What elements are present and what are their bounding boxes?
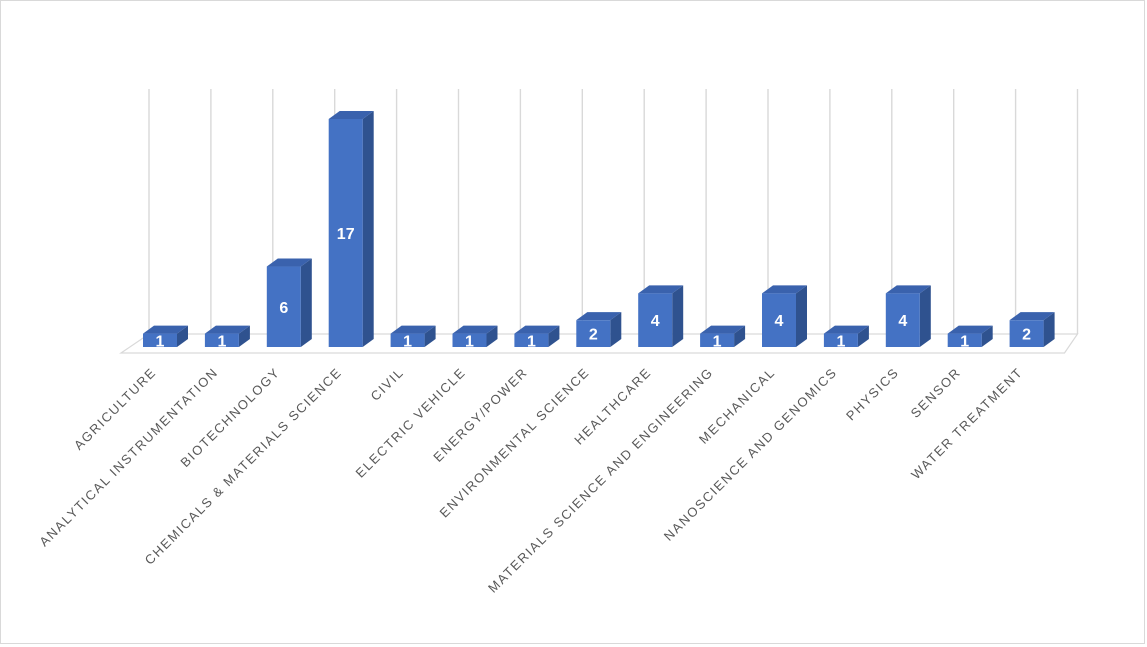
bar-side [362,111,374,347]
bar-top [885,285,931,294]
bar-front [390,333,425,347]
bar-front [638,293,673,347]
bar-front [762,293,796,347]
data-label: 1 [836,333,845,350]
bar-top [576,312,622,321]
bar: 17 [328,111,374,347]
category-label: PHYSICS [843,365,902,424]
bar-side [796,285,807,347]
bar: 1 [452,325,498,350]
data-label: 1 [156,333,165,350]
bar-top [204,325,250,334]
bar: 1 [700,325,746,350]
bar-top [700,325,746,334]
bar-top [390,325,436,334]
bar-top [762,285,807,294]
bar-front [823,333,858,347]
bar-side [672,285,684,347]
bar-front [947,333,982,347]
bar-top [514,325,560,334]
data-label: 2 [1022,327,1031,344]
data-label: 1 [713,333,722,350]
bar-front [885,293,920,347]
data-label: 4 [651,313,660,330]
bar: 6 [266,258,312,347]
bar-top [947,325,993,334]
category-label: MATERIALS SCIENCE AND ENGINEERING [485,365,716,596]
floor-plane [119,333,1079,354]
bar-front [204,333,239,347]
bar-front [452,333,487,347]
bar-top [823,325,869,334]
bar-top [638,285,684,294]
bar: 2 [576,312,622,347]
bar-side [981,325,993,347]
bar: 1 [947,325,993,350]
chart-floor [119,333,1079,354]
data-label: 17 [337,226,355,243]
bar: 4 [762,285,807,347]
bar-front [576,320,611,347]
bar-side [919,285,931,347]
data-label: 4 [898,313,907,330]
bar: 1 [390,325,436,350]
bar-top [1009,312,1055,321]
data-label: 1 [403,333,412,350]
bar: 1 [514,325,560,350]
bar-top [328,111,374,119]
bar-front [266,266,301,347]
bar-side [857,325,869,347]
data-label: 6 [279,300,288,317]
bar: 4 [638,285,684,347]
category-label: SENSOR [908,365,964,421]
bar-top [266,258,312,267]
bar-top [143,325,188,334]
data-label: 1 [217,333,226,350]
category-label: ELECTRIC VEHICLE [353,365,469,481]
bar-front [328,119,363,347]
bar-front [143,333,177,347]
bar-side [177,325,188,347]
bar: 1 [204,325,250,350]
bar: 1 [823,325,869,350]
bar: 4 [885,285,931,347]
bar: 1 [143,325,188,350]
bar-side [734,325,746,347]
bar-side [238,325,250,347]
data-label: 4 [775,313,784,330]
category-label: CIVIL [367,365,406,404]
category-label: WATER TREATMENT [908,365,1026,483]
bar: 2 [1009,312,1055,347]
bar-side [610,312,622,347]
bar-side [424,325,436,347]
data-label: 1 [960,333,969,350]
data-label: 1 [527,333,536,350]
data-label: 1 [465,333,474,350]
bar-top [452,325,498,334]
bar-side [548,325,560,347]
bar-front [1009,320,1044,347]
bar-front [700,333,735,347]
bar-side [300,258,312,347]
data-label: 2 [589,327,598,344]
bar-front [514,333,549,347]
bar-side [486,325,498,347]
bars: 1 1 6 17 1 1 1 2 4 1 4 1 4 1 2 [143,111,1055,350]
bar-side [1043,312,1055,347]
